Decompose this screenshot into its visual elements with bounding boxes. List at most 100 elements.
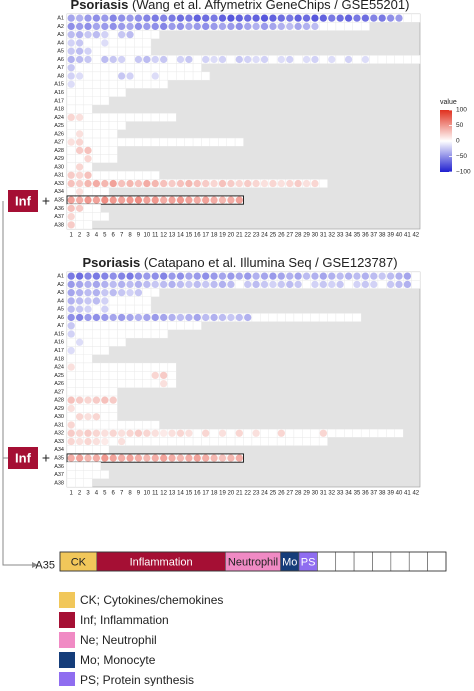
module-cell xyxy=(83,329,93,339)
module-cell xyxy=(108,30,118,40)
row-label: A5 xyxy=(57,49,64,55)
dot xyxy=(109,55,117,64)
row-label: A37 xyxy=(54,472,64,478)
dot xyxy=(67,179,75,188)
badge-box xyxy=(8,190,38,212)
dot xyxy=(92,22,101,31)
dot xyxy=(168,196,176,204)
dot xyxy=(168,313,176,322)
dot xyxy=(101,429,109,437)
column-label: 15 xyxy=(186,233,193,239)
module-cell xyxy=(125,379,135,388)
module-cell xyxy=(108,304,118,314)
key-swatch xyxy=(59,672,75,688)
row-label: A3 xyxy=(57,32,64,38)
module-cell xyxy=(100,379,110,388)
module-cell xyxy=(75,220,85,230)
dot xyxy=(294,280,302,289)
dot xyxy=(218,55,227,64)
dot xyxy=(302,55,311,64)
dot xyxy=(75,113,84,122)
column-label: 8 xyxy=(128,233,132,239)
module-cell xyxy=(92,420,101,430)
dot xyxy=(277,429,285,437)
module-cell xyxy=(92,337,101,347)
module-cell xyxy=(66,129,76,139)
dot xyxy=(344,272,353,280)
column-label: 36 xyxy=(362,491,369,497)
module-cell xyxy=(92,129,101,139)
column-label: 30 xyxy=(312,491,319,497)
dot xyxy=(67,47,75,55)
strip-border xyxy=(59,551,447,572)
module-cell xyxy=(335,428,345,438)
dot xyxy=(75,204,84,212)
module-cell xyxy=(167,379,177,388)
column-label: 41 xyxy=(404,491,411,497)
dot xyxy=(92,413,101,421)
title-rest: (Catapano et al. Illumina Seq / GSE12378… xyxy=(144,255,398,270)
dot xyxy=(386,272,395,280)
dot xyxy=(126,454,134,462)
dot xyxy=(302,22,311,31)
module-cell xyxy=(386,428,395,438)
dot xyxy=(75,396,84,404)
dot xyxy=(75,429,84,437)
dot xyxy=(126,179,134,188)
column-label: 32 xyxy=(328,233,335,239)
dot xyxy=(260,22,269,31)
dot xyxy=(75,31,84,39)
module-cell xyxy=(377,55,387,64)
dot xyxy=(117,55,126,64)
module-cell xyxy=(83,96,93,106)
module-cell xyxy=(75,379,85,388)
module-cell xyxy=(83,220,93,230)
module-cell xyxy=(108,137,118,147)
dot xyxy=(84,297,92,305)
column-label: 5 xyxy=(103,491,107,497)
dot xyxy=(244,280,252,289)
module-cell xyxy=(234,280,244,289)
module-cell xyxy=(100,46,110,56)
dot xyxy=(143,196,151,204)
dot xyxy=(311,55,319,64)
dot xyxy=(185,429,193,437)
column-label: 35 xyxy=(354,491,361,497)
dot xyxy=(218,272,227,280)
dot xyxy=(92,437,101,446)
column-label: 26 xyxy=(278,491,285,497)
dot xyxy=(67,72,75,80)
dot xyxy=(151,313,159,322)
module-cell xyxy=(108,371,118,380)
column-label: 4 xyxy=(95,491,99,497)
strip-segment-label: CK xyxy=(71,556,87,568)
module-cell xyxy=(83,187,93,197)
dot xyxy=(117,179,126,188)
strip-cell xyxy=(317,551,337,572)
dot xyxy=(75,437,84,446)
dot xyxy=(117,280,126,289)
module-cell xyxy=(260,437,269,446)
dot xyxy=(84,171,92,179)
module-cell xyxy=(352,428,362,438)
module-cell xyxy=(75,362,85,372)
dot xyxy=(75,289,84,297)
module-cell xyxy=(125,420,135,430)
module-cell xyxy=(142,321,152,331)
module-cell xyxy=(100,412,110,422)
module-cell xyxy=(83,362,93,372)
column-label: 36 xyxy=(362,233,369,239)
module-cell xyxy=(92,379,101,388)
module-cell xyxy=(302,280,311,289)
column-label: 3 xyxy=(86,491,90,497)
module-cell xyxy=(83,104,93,114)
module-cell xyxy=(83,387,93,397)
dot xyxy=(202,280,210,289)
column-label: 11 xyxy=(152,491,159,497)
column-label: 24 xyxy=(261,491,268,497)
column-label: 40 xyxy=(396,491,403,497)
dot xyxy=(210,179,218,188)
module-cell xyxy=(100,329,110,339)
column-label: 37 xyxy=(370,491,377,497)
module-cell xyxy=(176,321,185,331)
